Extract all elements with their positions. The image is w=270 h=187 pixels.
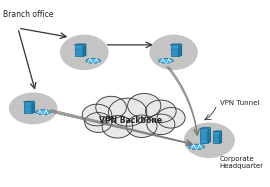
Circle shape <box>157 108 185 128</box>
FancyBboxPatch shape <box>213 132 220 143</box>
Ellipse shape <box>149 35 198 70</box>
Circle shape <box>102 116 133 138</box>
Circle shape <box>96 96 126 119</box>
Circle shape <box>146 100 176 122</box>
Circle shape <box>82 104 112 126</box>
Ellipse shape <box>9 93 58 124</box>
Ellipse shape <box>184 122 235 158</box>
Polygon shape <box>179 44 181 56</box>
Ellipse shape <box>60 35 109 70</box>
Ellipse shape <box>86 58 100 63</box>
Ellipse shape <box>36 110 50 115</box>
Circle shape <box>85 113 112 132</box>
Polygon shape <box>83 44 86 56</box>
Polygon shape <box>24 101 34 102</box>
Polygon shape <box>220 131 221 143</box>
Circle shape <box>128 94 161 118</box>
Polygon shape <box>171 44 181 45</box>
Circle shape <box>126 115 157 137</box>
Polygon shape <box>213 131 221 132</box>
Polygon shape <box>200 128 210 129</box>
FancyBboxPatch shape <box>24 102 32 113</box>
FancyBboxPatch shape <box>171 45 179 56</box>
Text: VPN Backbone: VPN Backbone <box>99 116 162 125</box>
Ellipse shape <box>189 144 205 149</box>
Ellipse shape <box>159 58 173 63</box>
FancyBboxPatch shape <box>75 45 83 56</box>
Text: VPN Tunnel: VPN Tunnel <box>220 100 259 106</box>
FancyBboxPatch shape <box>200 129 208 142</box>
Polygon shape <box>32 101 34 113</box>
Circle shape <box>147 114 175 135</box>
Polygon shape <box>75 44 86 45</box>
Polygon shape <box>208 128 210 142</box>
Text: Branch office: Branch office <box>2 10 53 19</box>
Text: Corporate
Headquarter: Corporate Headquarter <box>220 156 264 169</box>
Circle shape <box>109 98 147 126</box>
